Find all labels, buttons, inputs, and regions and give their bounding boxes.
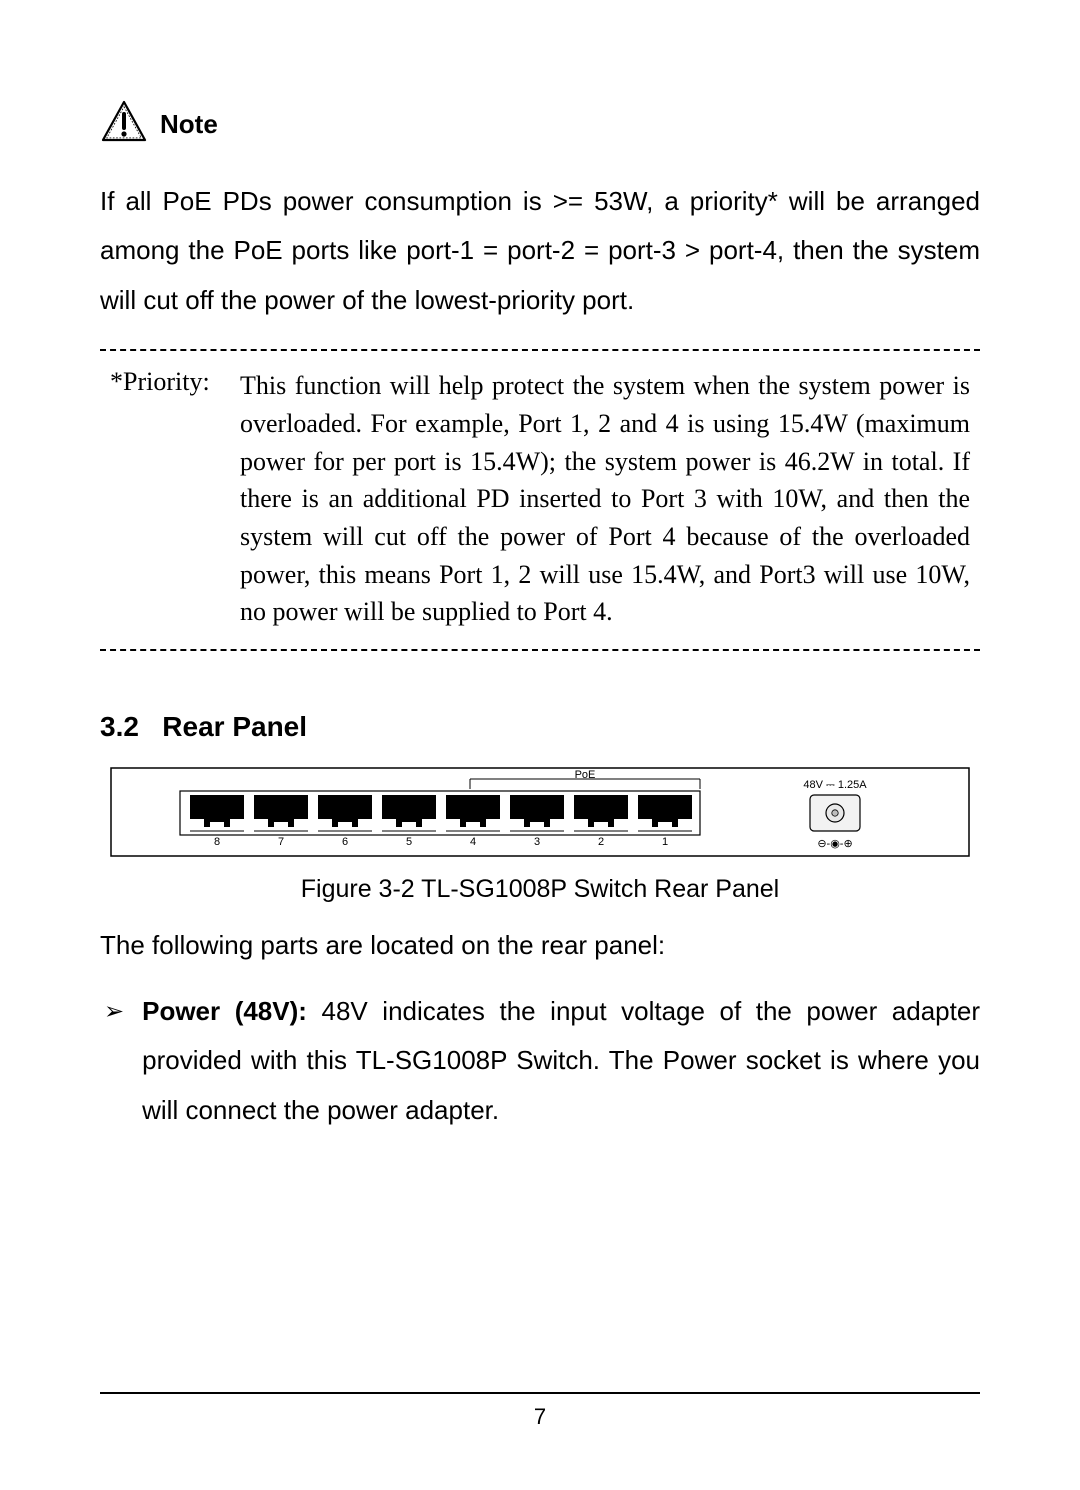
rear-panel-diagram: PoE 8 7 6 5 4 3 2 1 48V ⎓ 1.25A ⊖-◉-⊕ — [110, 767, 970, 857]
warning-icon — [100, 100, 148, 149]
note-header: Note — [100, 100, 980, 149]
priority-box: *Priority: This function will help prote… — [100, 349, 980, 651]
section-number: 3.2 — [100, 711, 139, 742]
figure-caption: Figure 3-2 TL-SG1008P Switch Rear Panel — [100, 875, 980, 904]
page-footer: 7 — [100, 1392, 980, 1430]
port-number-label: 3 — [534, 836, 540, 848]
polarity-label: ⊖-◉-⊕ — [817, 838, 852, 850]
page-number: 7 — [100, 1404, 980, 1430]
priority-row: *Priority: This function will help prote… — [110, 367, 970, 631]
port-number-label: 5 — [406, 836, 412, 848]
chevron-right-icon: ➢ — [104, 987, 124, 1135]
page-content: Note If all PoE PDs power consumption is… — [0, 0, 1080, 1195]
note-label: Note — [160, 109, 218, 140]
intro-text: The following parts are located on the r… — [100, 930, 980, 961]
port-number-label: 7 — [278, 836, 284, 848]
bullet-body: Power (48V): 48V indicates the input vol… — [142, 987, 980, 1135]
note-body: If all PoE PDs power consumption is >= 5… — [100, 177, 980, 325]
port-number-label: 4 — [470, 836, 476, 848]
poe-bracket-label: PoE — [575, 769, 596, 781]
port-number-label: 8 — [214, 836, 220, 848]
port-number-label: 2 — [598, 836, 604, 848]
port-number-label: 1 — [662, 836, 668, 848]
section-title: Rear Panel — [162, 711, 307, 742]
power-voltage-label: 48V ⎓ 1.25A — [803, 779, 867, 791]
port-number-label: 6 — [342, 836, 348, 848]
footer-divider — [100, 1392, 980, 1394]
priority-text: This function will help protect the syst… — [240, 367, 970, 631]
priority-label: *Priority: — [110, 367, 220, 631]
bullet-label: Power (48V): — [142, 996, 321, 1026]
bullet-item-power: ➢ Power (48V): 48V indicates the input v… — [100, 987, 980, 1135]
rear-panel-figure: PoE 8 7 6 5 4 3 2 1 48V ⎓ 1.25A ⊖-◉-⊕ — [110, 767, 970, 857]
section-heading: 3.2 Rear Panel — [100, 711, 980, 743]
